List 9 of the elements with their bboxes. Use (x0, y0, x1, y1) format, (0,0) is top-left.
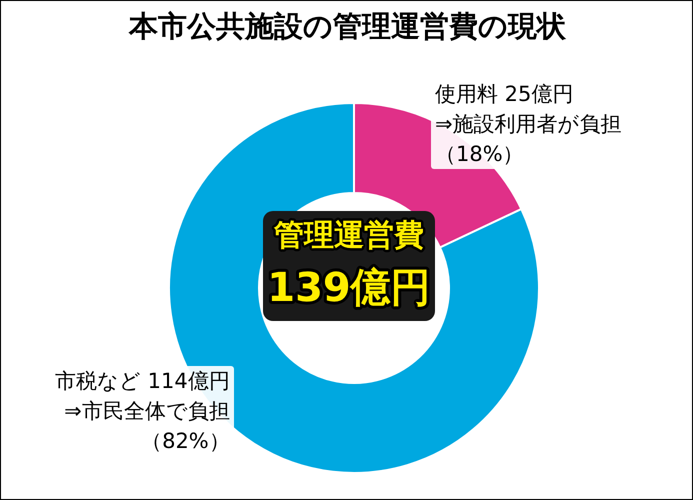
text: （18%） (435, 141, 525, 168)
text: ⇒市民全体で負担 (63, 398, 230, 425)
chart-title: 本市公共施設の管理運営費の現状 (128, 8, 567, 45)
slice-label: 使用料 25億円 (435, 81, 574, 108)
slice-label: 市税など 114億円 (55, 368, 230, 395)
text: ⇒施設利用者が負担 (435, 111, 622, 138)
text: 139億円 (267, 265, 431, 311)
text: 管理運営費 (273, 218, 424, 253)
text: （82%） (140, 428, 230, 455)
